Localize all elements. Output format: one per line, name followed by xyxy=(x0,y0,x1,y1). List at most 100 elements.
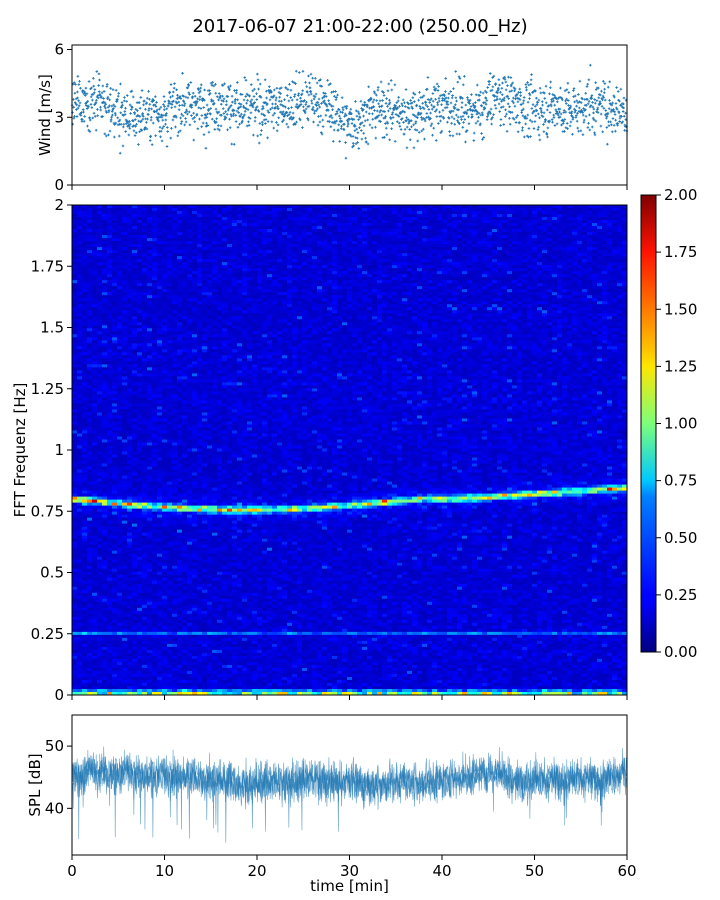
wind-point xyxy=(452,87,455,91)
heatmap-cell xyxy=(97,538,103,543)
wind-point xyxy=(215,117,218,120)
heatmap-cell xyxy=(132,250,138,254)
heatmap-cell xyxy=(162,556,168,561)
heatmap-cell xyxy=(77,358,83,362)
heatmap-cell xyxy=(82,472,88,476)
heatmap-cell xyxy=(152,574,158,579)
heatmap-cell xyxy=(97,550,103,555)
heatmap-cell xyxy=(107,253,113,257)
heatmap-cell xyxy=(142,343,148,347)
heatmap-cell xyxy=(122,631,128,636)
wind-point xyxy=(277,116,280,120)
heatmap-cell xyxy=(117,523,123,528)
heatmap-cell xyxy=(82,493,88,497)
heatmap-cell xyxy=(162,220,168,224)
heatmap-cell xyxy=(72,235,78,239)
wind-point xyxy=(568,124,572,128)
heatmap-cell xyxy=(162,475,168,479)
heatmap-cell xyxy=(107,346,113,350)
heatmap-cell xyxy=(137,595,143,600)
wind-point xyxy=(329,114,333,117)
heatmap-cell xyxy=(97,205,103,209)
heatmap-cell xyxy=(147,658,153,663)
heatmap-cell xyxy=(72,271,78,275)
wind-point xyxy=(124,122,128,125)
heatmap-cell xyxy=(152,268,158,272)
wind-point xyxy=(344,141,347,144)
heatmap-cell xyxy=(112,550,118,555)
wind-point xyxy=(163,100,167,103)
heatmap-cell xyxy=(102,391,108,395)
wind-point xyxy=(214,83,217,86)
heatmap-cell xyxy=(122,652,128,657)
heatmap-cell xyxy=(92,370,98,374)
wind-point xyxy=(305,90,309,94)
wind-point xyxy=(110,110,114,113)
heatmap-cell xyxy=(112,520,118,525)
heatmap-cell xyxy=(92,643,98,648)
heatmap-cell xyxy=(87,292,93,296)
heatmap-cell xyxy=(102,604,108,609)
heatmap-cell xyxy=(102,205,108,209)
heatmap-cell xyxy=(152,406,158,410)
heatmap-cell xyxy=(72,556,78,561)
wind-point xyxy=(436,103,440,107)
heatmap-cell xyxy=(127,304,133,308)
wind-point xyxy=(289,115,293,119)
heatmap-cell xyxy=(112,277,118,281)
heatmap-cell xyxy=(102,568,108,573)
heatmap-cell xyxy=(147,472,153,476)
heatmap-cell xyxy=(102,493,108,497)
heatmap-cell xyxy=(122,439,128,443)
heatmap-cell xyxy=(152,271,158,275)
heatmap-cell xyxy=(102,301,108,305)
heatmap-cell xyxy=(112,577,118,582)
wind-point xyxy=(132,119,135,123)
heatmap-cell xyxy=(147,376,153,380)
heatmap-cell xyxy=(112,334,118,338)
heatmap-cell xyxy=(92,451,98,455)
wind-point xyxy=(181,114,185,118)
wind-point xyxy=(141,112,144,115)
heatmap-cell xyxy=(152,547,158,552)
heatmap-cell xyxy=(112,226,118,230)
heatmap-cell xyxy=(157,493,163,497)
heatmap-cell xyxy=(142,265,148,269)
heatmap-cell xyxy=(82,346,88,350)
heatmap-cell xyxy=(132,556,138,561)
wind-point xyxy=(404,88,408,91)
wind-point xyxy=(356,131,360,135)
heatmap-cell xyxy=(127,223,133,227)
wind-point xyxy=(108,104,111,108)
heatmap-cell xyxy=(152,409,158,413)
heatmap-cell xyxy=(167,343,173,347)
wind-point xyxy=(268,98,272,102)
heatmap-cell xyxy=(142,622,148,627)
wind-point xyxy=(96,96,100,100)
heatmap-cell xyxy=(137,586,143,591)
wind-point xyxy=(190,103,194,107)
heatmap-cell xyxy=(167,385,173,389)
heatmap-cell xyxy=(137,346,143,350)
heatmap-cell xyxy=(112,466,118,470)
wind-point xyxy=(279,86,283,90)
heatmap-cell xyxy=(77,409,83,413)
heatmap-cell xyxy=(132,652,138,657)
heatmap-cell xyxy=(157,463,163,467)
heatmap-cell xyxy=(92,517,98,522)
heatmap-cell xyxy=(82,490,88,494)
heatmap-cell xyxy=(142,442,148,446)
heatmap-cell xyxy=(132,544,138,549)
heatmap-cell xyxy=(132,610,138,615)
wind-point xyxy=(378,110,382,114)
heatmap-cell xyxy=(92,385,98,389)
heatmap-cell xyxy=(117,643,123,648)
wind-point xyxy=(589,63,592,67)
wind-point xyxy=(322,91,325,95)
heatmap-cell xyxy=(122,661,128,666)
heatmap-cell xyxy=(92,577,98,582)
heatmap-cell xyxy=(112,463,118,467)
heatmap-cell xyxy=(97,424,103,428)
heatmap-cell xyxy=(117,538,123,543)
heatmap-cell xyxy=(107,658,113,663)
